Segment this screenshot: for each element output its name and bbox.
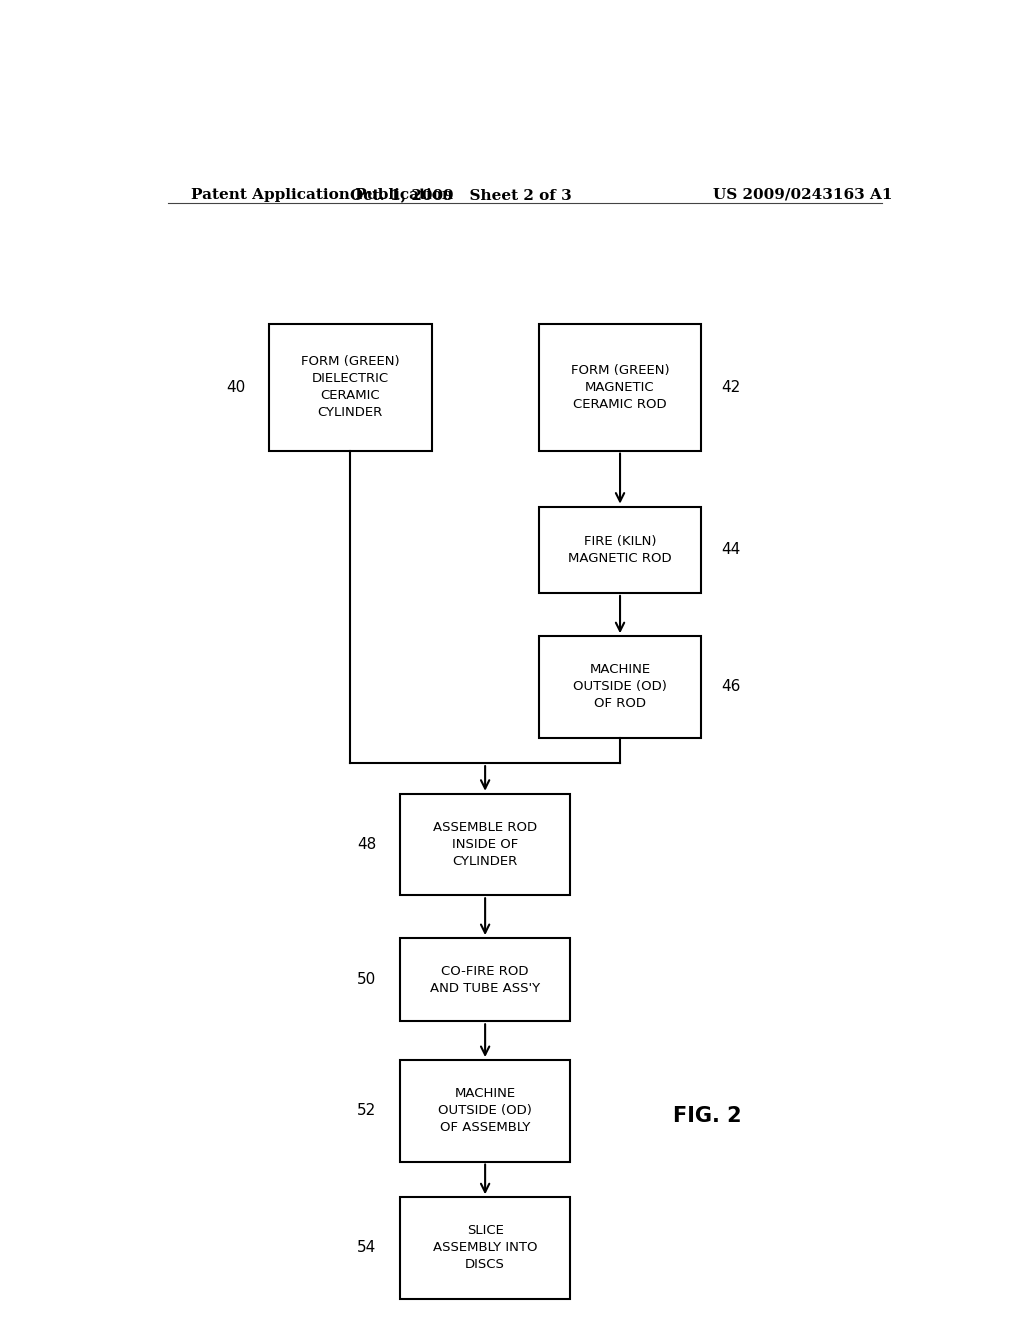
Text: FIG. 2: FIG. 2 [673,1106,741,1126]
Text: FORM (GREEN)
MAGNETIC
CERAMIC ROD: FORM (GREEN) MAGNETIC CERAMIC ROD [570,363,670,411]
FancyBboxPatch shape [399,1197,570,1299]
Text: 48: 48 [356,837,376,851]
Text: SLICE
ASSEMBLY INTO
DISCS: SLICE ASSEMBLY INTO DISCS [433,1225,538,1271]
Text: 46: 46 [721,680,740,694]
FancyBboxPatch shape [269,323,431,450]
FancyBboxPatch shape [399,1060,570,1162]
Text: FORM (GREEN)
DIELECTRIC
CERAMIC
CYLINDER: FORM (GREEN) DIELECTRIC CERAMIC CYLINDER [301,355,399,418]
Text: Oct. 1, 2009   Sheet 2 of 3: Oct. 1, 2009 Sheet 2 of 3 [350,187,572,202]
Text: 40: 40 [226,380,245,395]
Text: ASSEMBLE ROD
INSIDE OF
CYLINDER: ASSEMBLE ROD INSIDE OF CYLINDER [433,821,538,869]
Text: 54: 54 [356,1241,376,1255]
FancyBboxPatch shape [539,636,701,738]
FancyBboxPatch shape [399,793,570,895]
Text: 52: 52 [356,1104,376,1118]
Text: FIRE (KILN)
MAGNETIC ROD: FIRE (KILN) MAGNETIC ROD [568,535,672,565]
Text: CO-FIRE ROD
AND TUBE ASS'Y: CO-FIRE ROD AND TUBE ASS'Y [430,965,541,995]
Text: 50: 50 [356,972,376,987]
Text: US 2009/0243163 A1: US 2009/0243163 A1 [713,187,892,202]
Text: 44: 44 [721,543,740,557]
Text: MACHINE
OUTSIDE (OD)
OF ASSEMBLY: MACHINE OUTSIDE (OD) OF ASSEMBLY [438,1088,532,1134]
Text: 42: 42 [721,380,740,395]
Text: MACHINE
OUTSIDE (OD)
OF ROD: MACHINE OUTSIDE (OD) OF ROD [573,664,667,710]
Text: Patent Application Publication: Patent Application Publication [191,187,454,202]
FancyBboxPatch shape [539,323,701,450]
FancyBboxPatch shape [539,507,701,593]
FancyBboxPatch shape [399,939,570,1022]
